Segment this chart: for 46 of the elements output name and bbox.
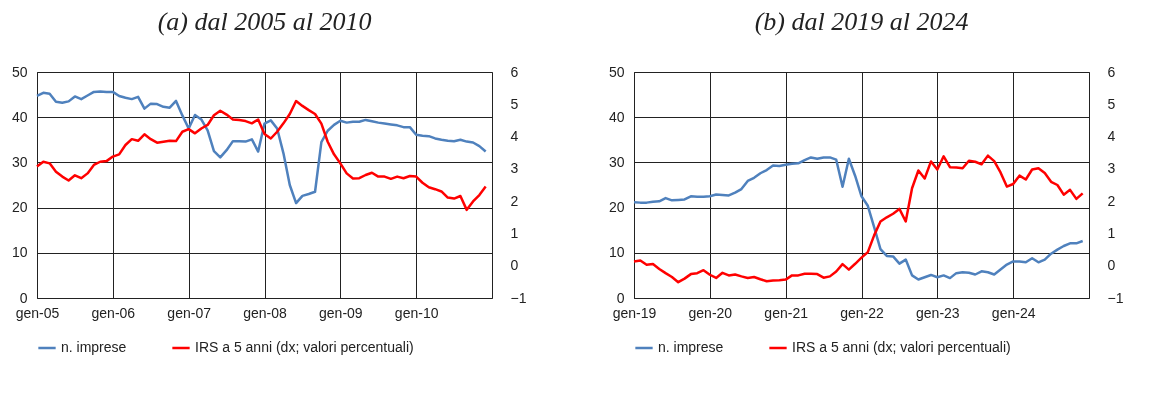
y-tick-label: 50 (11, 63, 28, 80)
y2-tick-label: 4 (510, 128, 519, 145)
legend-label: n. imprese (61, 339, 127, 355)
y2-tick-label: 6 (1107, 63, 1116, 80)
x-tick-label: gen-07 (167, 304, 212, 321)
x-tick-label: gen-10 (394, 304, 439, 321)
y2-tick-label: 3 (510, 160, 519, 177)
x-tick-label: gen-23 (916, 304, 960, 321)
x-tick-label: gen-22 (840, 304, 885, 321)
y2-tick-label: 1 (510, 224, 519, 241)
y2-tick-label: 5 (510, 95, 519, 112)
chart-title: (b) dal 2019 al 2024 (754, 7, 969, 36)
y-tick-label: 40 (608, 108, 625, 125)
y-tick-label: 30 (11, 153, 28, 170)
y-tick-label: 20 (11, 199, 28, 216)
legend-label: IRS a 5 anni (dx; valori percentuali) (195, 339, 414, 355)
y-tick-label: 0 (616, 289, 625, 306)
x-tick-label: gen-19 (612, 304, 657, 321)
x-tick-label: gen-05 (15, 304, 60, 321)
x-tick-label: gen-24 (991, 304, 1036, 321)
x-tick-label: gen-21 (764, 304, 809, 321)
y-tick-label: 10 (11, 244, 28, 261)
x-tick-label: gen-06 (91, 304, 136, 321)
y2-tick-label: −1 (510, 289, 527, 306)
y2-tick-label: 5 (1107, 95, 1116, 112)
y2-tick-label: 2 (510, 192, 519, 209)
legend-label: n. imprese (658, 339, 724, 355)
y2-tick-label: 0 (1107, 257, 1116, 274)
y2-tick-label: 3 (1107, 160, 1116, 177)
y-tick-label: 40 (11, 108, 28, 125)
chart-title: (a) dal 2005 al 2010 (157, 7, 372, 36)
x-tick-label: gen-09 (319, 304, 363, 321)
legend-label: IRS a 5 anni (dx; valori percentuali) (792, 339, 1011, 355)
x-tick-label: gen-08 (243, 304, 288, 321)
x-tick-label: gen-20 (688, 304, 733, 321)
y2-tick-label: −1 (1107, 289, 1124, 306)
y-tick-label: 20 (608, 199, 625, 216)
y2-tick-label: 0 (510, 257, 519, 274)
y-tick-label: 10 (608, 244, 625, 261)
y-tick-label: 0 (19, 289, 28, 306)
y2-tick-label: 1 (1107, 224, 1116, 241)
y2-tick-label: 2 (1107, 192, 1116, 209)
y-tick-label: 30 (608, 153, 625, 170)
y2-tick-label: 6 (510, 63, 519, 80)
y2-tick-label: 4 (1107, 128, 1116, 145)
y-tick-label: 50 (608, 63, 625, 80)
